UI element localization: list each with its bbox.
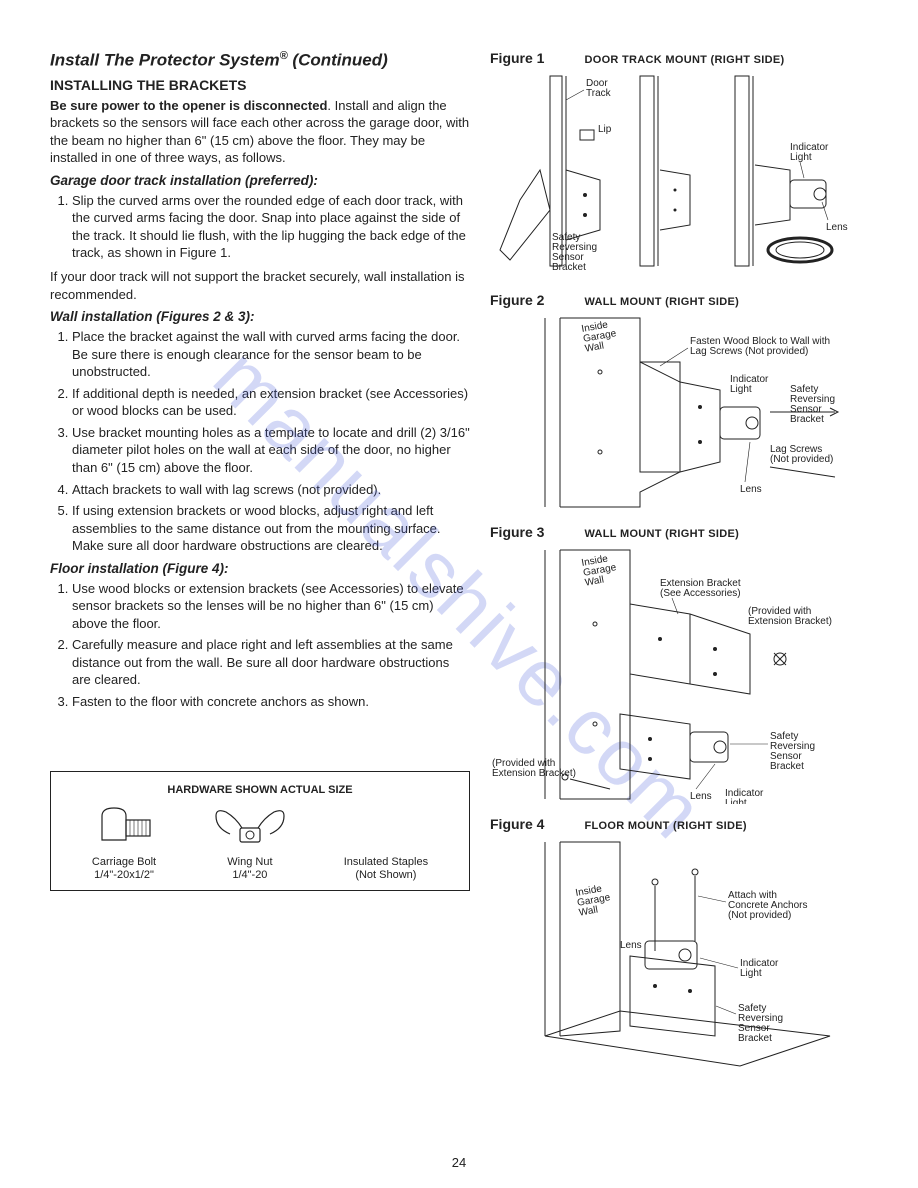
svg-text:SafetyReversingSensorBracket: SafetyReversingSensorBracket [770,731,815,772]
svg-text:InsideGarageWall: InsideGarageWall [581,318,620,354]
staples-item: Insulated Staples (Not Shown) [344,856,428,882]
svg-text:IndicatorLight: IndicatorLight [790,142,829,163]
svg-text:SafetyReversingSensorBracket: SafetyReversingSensorBracket [738,1003,783,1044]
figure-3-label: Figure 3 [490,524,544,540]
right-column: Figure 1 DOOR TRACK MOUNT (RIGHT SIDE) [490,50,870,1088]
list-item: Fasten to the floor with concrete anchor… [72,693,470,711]
list-item: If using extension brackets or wood bloc… [72,502,470,555]
left-column: Install The Protector System® (Continued… [50,50,470,1088]
carriage-bolt-item: Carriage Bolt 1/4"-20x1/2" [92,804,156,882]
svg-text:Lag Screws(Not provided): Lag Screws(Not provided) [770,444,833,465]
page-title: Install The Protector System® (Continued… [50,50,470,71]
hardware-row: Carriage Bolt 1/4"-20x1/2" Wing Nut 1/4"… [65,804,455,882]
page-container: Install The Protector System® (Continued… [50,50,878,1088]
list-item: Slip the curved arms over the rounded ed… [72,192,470,262]
svg-text:Lens: Lens [620,940,642,951]
svg-text:Extension Bracket(See Accessor: Extension Bracket(See Accessories) [660,578,741,599]
list-item: Use bracket mounting holes as a template… [72,424,470,477]
list-item: Attach brackets to wall with lag screws … [72,481,470,499]
section-subtitle: INSTALLING THE BRACKETS [50,77,470,93]
wing-nut-icon [210,804,290,852]
svg-text:Lip: Lip [598,124,612,135]
bolt-size: 1/4"-20x1/2" [92,869,156,882]
intro-bold: Be sure power to the opener is disconnec… [50,98,327,113]
wing-name: Wing Nut [210,856,290,869]
figure-3-title: WALL MOUNT (RIGHT SIDE) [584,528,739,540]
figure-1-diagram: DoorTrack Lip SafetyReversingSensorBrack… [490,70,850,280]
list-item: Carefully measure and place right and le… [72,636,470,689]
figure-1-label: Figure 1 [490,50,544,66]
svg-text:IndicatorLight: IndicatorLight [730,374,769,395]
garage-head: Garage door track installation (preferre… [50,173,470,188]
carriage-bolt-icon [94,804,154,852]
wall-list: Place the bracket against the wall with … [50,328,470,555]
garage-note: If your door track will not support the … [50,268,470,303]
garage-list: Slip the curved arms over the rounded ed… [50,192,470,262]
svg-text:Lens: Lens [740,484,762,495]
wing-size: 1/4"-20 [210,869,290,882]
wall-head: Wall installation (Figures 2 & 3): [50,309,470,324]
svg-text:(Provided withExtension Bracke: (Provided withExtension Bracket) [748,606,832,627]
svg-text:Lens: Lens [826,222,848,233]
figure-2-label: Figure 2 [490,292,544,308]
svg-text:InsideGarageWall: InsideGarageWall [575,882,614,918]
svg-text:InsideGarageWall: InsideGarageWall [581,552,620,588]
staple-name: Insulated Staples [344,856,428,869]
svg-text:Lens: Lens [690,791,712,802]
svg-text:IndicatorLight: IndicatorLight [725,788,764,804]
intro-paragraph: Be sure power to the opener is disconnec… [50,97,470,167]
hardware-title: HARDWARE SHOWN ACTUAL SIZE [65,784,455,796]
svg-text:DoorTrack: DoorTrack [586,78,612,99]
bolt-name: Carriage Bolt [92,856,156,869]
figure-4-title: FLOOR MOUNT (RIGHT SIDE) [584,820,746,832]
svg-text:Attach withConcrete Anchors(No: Attach withConcrete Anchors(Not provided… [728,890,808,921]
figure-4-label: Figure 4 [490,816,544,832]
page-number: 24 [452,1155,466,1170]
floor-list: Use wood blocks or extension brackets (s… [50,580,470,711]
floor-head: Floor installation (Figure 4): [50,561,470,576]
svg-text:(Provided withExtension Bracke: (Provided withExtension Bracket) [492,758,576,779]
svg-text:SafetyReversingSensorBracket: SafetyReversingSensorBracket [790,384,835,425]
figure-1: Figure 1 DOOR TRACK MOUNT (RIGHT SIDE) [490,50,870,280]
list-item: If additional depth is needed, an extens… [72,385,470,420]
figure-2-title: WALL MOUNT (RIGHT SIDE) [584,296,739,308]
figure-2: Figure 2 WALL MOUNT (RIGHT SIDE) [490,292,870,512]
figure-3: Figure 3 WALL MOUNT (RIGHT SIDE) [490,524,870,804]
figure-3-diagram: InsideGarageWall Extension Bracket(See A… [490,544,850,804]
staple-note: (Not Shown) [344,869,428,882]
svg-text:IndicatorLight: IndicatorLight [740,958,779,979]
svg-text:SafetyReversingSensorBracket: SafetyReversingSensorBracket [552,232,597,273]
list-item: Place the bracket against the wall with … [72,328,470,381]
svg-text:Fasten Wood Block to Wall with: Fasten Wood Block to Wall withLag Screws… [690,336,830,357]
figure-2-diagram: InsideGarageWall Fasten Wood Block to Wa… [490,312,850,512]
title-prefix: Install The Protector System [50,51,280,70]
registered-icon: ® [280,50,288,62]
title-suffix: (Continued) [288,51,388,70]
figure-4-diagram: InsideGarageWall Lens Attach withConcret… [490,836,850,1076]
wing-nut-item: Wing Nut 1/4"-20 [210,804,290,882]
list-item: Use wood blocks or extension brackets (s… [72,580,470,633]
figure-4: Figure 4 FLOOR MOUNT (RIGHT SIDE) [490,816,870,1076]
hardware-box: HARDWARE SHOWN ACTUAL SIZE Carriage Bolt… [50,771,470,891]
figure-1-title: DOOR TRACK MOUNT (RIGHT SIDE) [584,54,784,66]
